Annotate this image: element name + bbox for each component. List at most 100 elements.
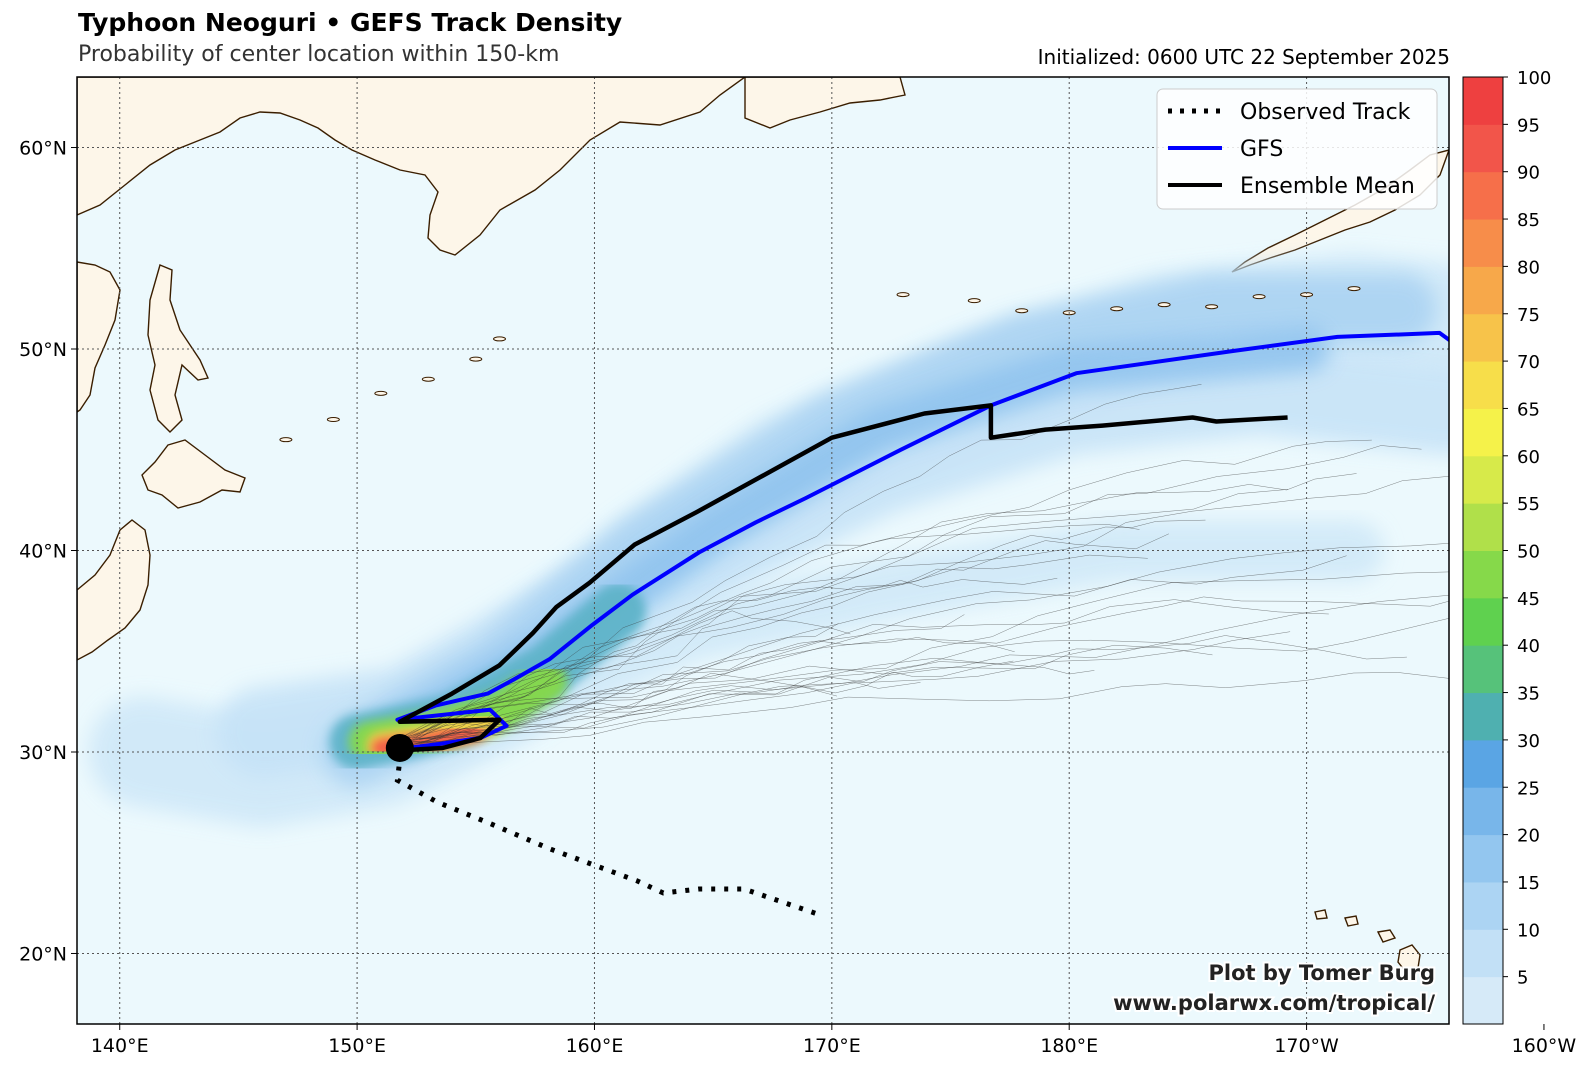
colorbar-tick-label: 10: [1517, 920, 1540, 941]
island: [1015, 308, 1029, 314]
colorbar-segment: [1463, 834, 1503, 883]
colorbar-tick-label: 30: [1517, 731, 1540, 752]
mainland-russia: [77, 77, 747, 256]
legend-label-gfs: GFS: [1240, 137, 1283, 162]
colorbar-tick-label: 15: [1517, 873, 1540, 894]
colorbar-tick-label: 65: [1517, 399, 1540, 420]
island: [896, 292, 910, 298]
member-track: [400, 533, 1170, 739]
colorbar-segment: [1463, 881, 1503, 930]
island: [967, 298, 981, 304]
colorbar-segment: [1463, 503, 1503, 551]
colorbar-segment: [1463, 171, 1503, 220]
colorbar-tick-label: 55: [1517, 494, 1540, 515]
member-track: [411, 637, 1015, 742]
member-track: [404, 631, 1291, 748]
colorbar-tick-label: 45: [1517, 589, 1540, 610]
member-track: [412, 473, 1357, 741]
island: [326, 417, 340, 423]
lon-tick-label: 170°W: [1274, 1035, 1339, 1057]
colorbar-segment: [1463, 645, 1503, 694]
member-track: [405, 610, 851, 740]
island: [1157, 302, 1171, 308]
colorbar-segment: [1463, 77, 1503, 125]
sakhalin: [147, 264, 209, 433]
colorbar-segment: [1463, 692, 1503, 741]
lon-tick-label: 140°E: [91, 1035, 149, 1057]
lat-tick-label: 50°N: [19, 339, 67, 361]
kamchatka: [744, 77, 906, 129]
colorbar-segment: [1463, 266, 1503, 315]
colorbar-tick-label: 85: [1517, 210, 1540, 231]
colorbar-segment: [1463, 597, 1503, 646]
colorbar-segment: [1463, 739, 1503, 788]
member-track: [415, 618, 1449, 740]
lon-tick-label: 160°E: [566, 1035, 624, 1057]
colorbar-segment: [1463, 124, 1503, 173]
island: [279, 437, 293, 443]
legend-box: [1156, 88, 1438, 210]
colorbar-tick-label: 75: [1517, 305, 1540, 326]
credit-author: Plot by Tomer Burg: [1209, 961, 1436, 985]
colorbar-tick-label: 40: [1517, 636, 1540, 657]
member-track: [412, 661, 1095, 748]
ensemble-member-tracks: [399, 384, 1449, 748]
island: [421, 376, 435, 382]
member-track: [421, 644, 1213, 747]
hawaii-maui: [1376, 929, 1397, 943]
lon-tick-label: 170°E: [803, 1035, 861, 1057]
member-track: [421, 595, 1449, 746]
colorbar-segment: [1463, 929, 1503, 978]
colorbar-tick-label: 70: [1517, 352, 1540, 373]
credit-url: www.polarwx.com/tropical/: [1113, 991, 1435, 1015]
member-track: [419, 660, 1014, 741]
colorbar-tick-label: 95: [1517, 115, 1540, 136]
colorbar-segment: [1463, 219, 1503, 267]
colorbar-tick-label: 90: [1517, 163, 1540, 184]
hawaii-oahu: [1344, 915, 1359, 927]
hawaii-kauai: [1314, 909, 1328, 920]
member-track: [418, 596, 1449, 740]
member-track: [412, 519, 1206, 738]
legend-label-observed: Observed Track: [1240, 100, 1411, 125]
colorbar-segment: [1463, 550, 1503, 599]
member-track: [422, 476, 1449, 737]
member-track: [402, 439, 1372, 745]
island: [1347, 286, 1361, 292]
colorbar-tick-label: 35: [1517, 684, 1540, 705]
lon-tick-label: 160°W: [1512, 1035, 1577, 1057]
init-time-label: Initialized: 0600 UTC 22 September 2025: [1037, 45, 1450, 69]
colorbar-segment: [1463, 976, 1503, 1025]
legend-label-mean: Ensemble Mean: [1240, 174, 1415, 199]
graticule: [77, 77, 1449, 1024]
ensemble-mean-track: [397, 403, 1288, 753]
colorbar-tick-label: 60: [1517, 447, 1540, 468]
colorbar-segment: [1463, 408, 1503, 457]
lat-tick-label: 40°N: [19, 541, 67, 563]
lat-tick-label: 20°N: [19, 943, 67, 965]
member-track: [412, 672, 1449, 744]
member-track: [399, 571, 1449, 747]
island: [1252, 294, 1266, 300]
gfs-track: [395, 330, 1449, 750]
lon-tick-label: 180°E: [1040, 1035, 1098, 1057]
colorbar-segment: [1463, 455, 1503, 504]
hokkaido: [141, 439, 246, 509]
colorbar: 5 10 15 20 25 30 35 40 45 50 55 60 65 70 75 80 85 90 95 100: [1462, 68, 1551, 1025]
member-track: [408, 524, 1140, 737]
storm-center-marker: [385, 733, 414, 762]
member-track: [401, 384, 1202, 740]
russian-coast: [77, 261, 121, 413]
island: [1205, 304, 1219, 310]
axis-ticks: 140°E 150°E 160°E 170°E 180°E 170°W 160°W 20°N 3…: [19, 138, 1576, 1057]
member-track: [409, 543, 1449, 743]
island: [493, 336, 507, 342]
colorbar-segment: [1463, 313, 1503, 362]
member-track: [419, 623, 839, 739]
island: [469, 356, 483, 362]
colorbar-tick-label: 5: [1517, 968, 1528, 989]
lat-tick-label: 30°N: [19, 742, 67, 764]
member-track: [411, 554, 1148, 741]
island: [374, 390, 388, 396]
